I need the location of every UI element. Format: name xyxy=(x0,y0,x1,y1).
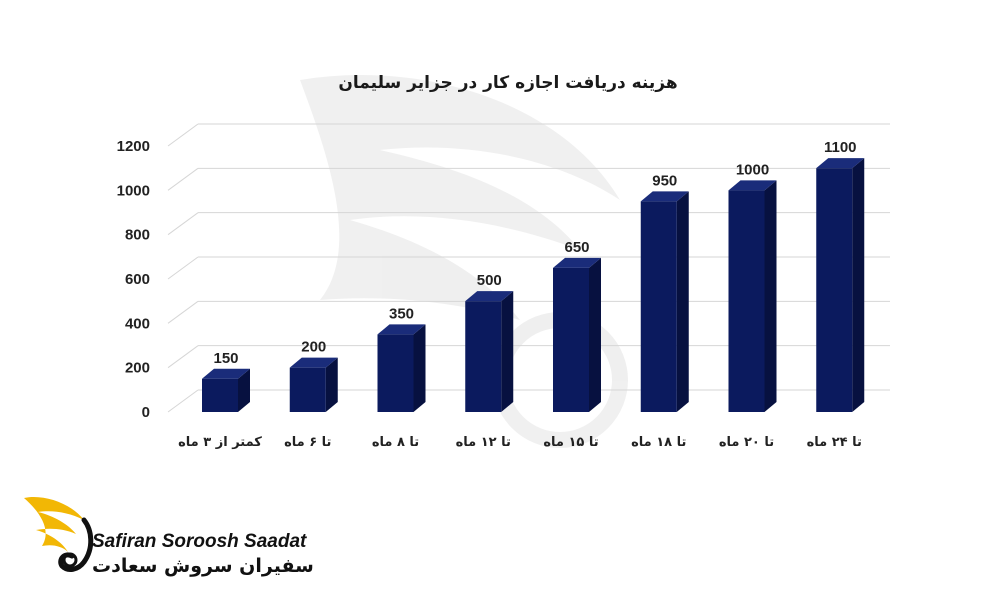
x-tick-label: تا ۸ ماه xyxy=(372,435,419,450)
data-label: 200 xyxy=(301,339,326,356)
bar xyxy=(465,291,514,412)
grid-line-slant xyxy=(167,345,199,369)
x-tick-label: کمتر از ۳ ماه xyxy=(178,435,262,450)
wing-logo-icon xyxy=(24,496,94,572)
bar xyxy=(289,357,338,412)
bar-front xyxy=(553,267,589,412)
bar-side xyxy=(676,191,689,412)
data-label: 650 xyxy=(564,239,589,256)
bar-front xyxy=(816,168,853,412)
y-axis-ticks: 0 200 400 600 800 1000 1200 xyxy=(117,138,150,421)
bar-side xyxy=(589,257,601,412)
x-tick-label: تا ۲۴ ماه xyxy=(807,435,862,450)
grid-line-slant xyxy=(167,167,199,191)
y-tick-label: 600 xyxy=(125,271,150,288)
y-tick-label: 1200 xyxy=(117,138,150,155)
bar-front xyxy=(377,334,414,412)
bar-front xyxy=(465,301,502,412)
bar-top xyxy=(640,191,689,202)
grid-line-slant xyxy=(167,212,199,236)
bar-front xyxy=(728,190,765,412)
bar-side xyxy=(413,324,426,412)
bars xyxy=(202,158,865,412)
data-label: 350 xyxy=(389,305,414,322)
bar-top xyxy=(202,368,250,379)
bar-top xyxy=(553,257,601,268)
data-label: 950 xyxy=(652,172,677,189)
bar-top xyxy=(816,158,865,169)
data-label: 1100 xyxy=(824,139,857,156)
bar-top xyxy=(465,291,514,302)
grid-line-slant xyxy=(167,389,199,413)
x-tick-label: تا ۶ ماه xyxy=(284,435,331,450)
brand-name-latin: Safiran Soroosh Saadat xyxy=(92,531,307,552)
bar-side xyxy=(764,180,777,412)
y-tick-label: 400 xyxy=(125,315,150,332)
grid-lines xyxy=(167,123,890,413)
x-tick-label: تا ۱۵ ماه xyxy=(543,435,598,450)
bar-top xyxy=(728,180,777,191)
x-tick-label: تا ۲۰ ماه xyxy=(719,435,774,450)
bar-front xyxy=(289,367,326,412)
x-axis-ticks: کمتر از ۳ ماه تا ۶ ماه تا ۸ ماه تا ۱۲ ماه تا… xyxy=(178,435,862,450)
brand-name-persian: سفیران سروش سعادت xyxy=(92,555,314,577)
data-label: 500 xyxy=(477,272,502,289)
y-tick-label: 1000 xyxy=(117,182,150,199)
bar-side xyxy=(325,357,338,412)
bar xyxy=(202,368,250,412)
grid-line-slant xyxy=(167,300,199,324)
bar-side xyxy=(238,368,250,412)
data-label: 150 xyxy=(213,350,238,367)
bar xyxy=(377,324,426,412)
bar-side xyxy=(852,158,865,412)
y-tick-label: 200 xyxy=(125,360,150,377)
x-tick-label: تا ۱۸ ماه xyxy=(631,435,686,450)
bar xyxy=(553,257,601,412)
bar xyxy=(640,191,689,412)
bar xyxy=(816,158,865,412)
y-tick-label: 800 xyxy=(125,227,150,244)
data-label: 1000 xyxy=(736,161,769,178)
data-labels: 150 200 350 500 650 950 1000 1100 xyxy=(213,139,856,367)
bar xyxy=(728,180,777,412)
bar-front xyxy=(202,378,238,412)
bar-front xyxy=(640,201,677,412)
x-tick-label: تا ۱۲ ماه xyxy=(456,435,511,450)
chart-title: هزینه دریافت اجازه کار در جزایر سلیمان xyxy=(338,73,677,93)
bar-top xyxy=(289,357,338,368)
y-tick-label: 0 xyxy=(142,404,150,421)
bar-top xyxy=(377,324,426,335)
grid-line-slant xyxy=(167,256,199,280)
bar-side xyxy=(501,291,514,412)
grid-line-slant xyxy=(167,123,199,147)
